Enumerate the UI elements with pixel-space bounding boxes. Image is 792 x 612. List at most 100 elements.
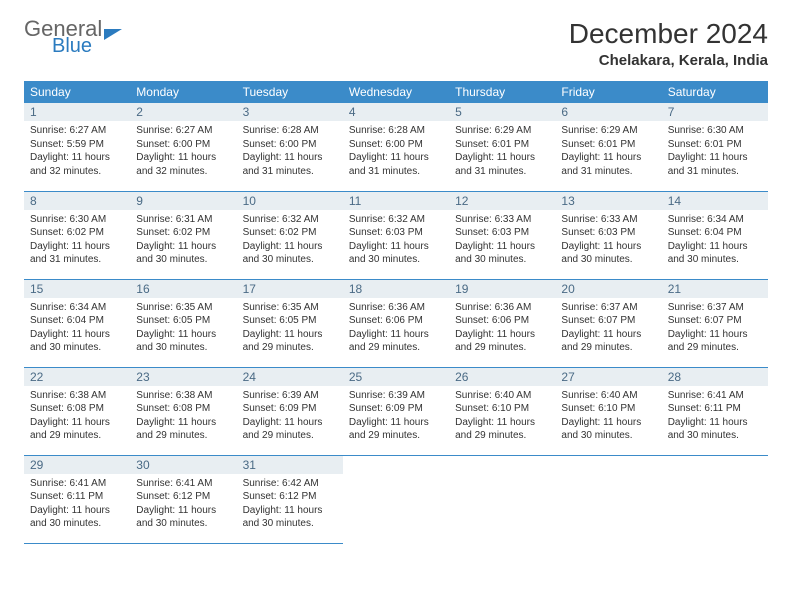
calendar-day-cell: .. bbox=[343, 455, 449, 543]
calendar-day-cell: 9Sunrise: 6:31 AMSunset: 6:02 PMDaylight… bbox=[130, 191, 236, 279]
day-number: 17 bbox=[237, 280, 343, 298]
day-number: 10 bbox=[237, 192, 343, 210]
day-details: Sunrise: 6:34 AMSunset: 6:04 PMDaylight:… bbox=[662, 210, 768, 273]
day-details: Sunrise: 6:36 AMSunset: 6:06 PMDaylight:… bbox=[343, 298, 449, 361]
calendar-day-cell: 25Sunrise: 6:39 AMSunset: 6:09 PMDayligh… bbox=[343, 367, 449, 455]
day-number: 23 bbox=[130, 368, 236, 386]
calendar-day-cell: 8Sunrise: 6:30 AMSunset: 6:02 PMDaylight… bbox=[24, 191, 130, 279]
day-number: 9 bbox=[130, 192, 236, 210]
day-details: Sunrise: 6:28 AMSunset: 6:00 PMDaylight:… bbox=[343, 121, 449, 184]
weekday-header: Sunday bbox=[24, 81, 130, 103]
day-number: 16 bbox=[130, 280, 236, 298]
calendar-day-cell: 27Sunrise: 6:40 AMSunset: 6:10 PMDayligh… bbox=[555, 367, 661, 455]
weekday-header: Tuesday bbox=[237, 81, 343, 103]
day-details: Sunrise: 6:36 AMSunset: 6:06 PMDaylight:… bbox=[449, 298, 555, 361]
day-number: 21 bbox=[662, 280, 768, 298]
day-number: 18 bbox=[343, 280, 449, 298]
weekday-header: Friday bbox=[555, 81, 661, 103]
day-number: 13 bbox=[555, 192, 661, 210]
calendar-day-cell: 18Sunrise: 6:36 AMSunset: 6:06 PMDayligh… bbox=[343, 279, 449, 367]
location-label: Chelakara, Kerala, India bbox=[569, 52, 768, 69]
calendar-week-row: 8Sunrise: 6:30 AMSunset: 6:02 PMDaylight… bbox=[24, 191, 768, 279]
calendar-day-cell: 6Sunrise: 6:29 AMSunset: 6:01 PMDaylight… bbox=[555, 103, 661, 191]
day-details: Sunrise: 6:37 AMSunset: 6:07 PMDaylight:… bbox=[662, 298, 768, 361]
day-number: 4 bbox=[343, 103, 449, 121]
day-details: Sunrise: 6:33 AMSunset: 6:03 PMDaylight:… bbox=[555, 210, 661, 273]
day-number: 22 bbox=[24, 368, 130, 386]
calendar-day-cell: 4Sunrise: 6:28 AMSunset: 6:00 PMDaylight… bbox=[343, 103, 449, 191]
day-details: Sunrise: 6:38 AMSunset: 6:08 PMDaylight:… bbox=[24, 386, 130, 449]
day-details: Sunrise: 6:35 AMSunset: 6:05 PMDaylight:… bbox=[130, 298, 236, 361]
day-number: 7 bbox=[662, 103, 768, 121]
day-details: Sunrise: 6:42 AMSunset: 6:12 PMDaylight:… bbox=[237, 474, 343, 537]
day-details: Sunrise: 6:41 AMSunset: 6:11 PMDaylight:… bbox=[662, 386, 768, 449]
title-block: December 2024 Chelakara, Kerala, India bbox=[569, 18, 768, 69]
day-number: 3 bbox=[237, 103, 343, 121]
weekday-header: Thursday bbox=[449, 81, 555, 103]
day-number: 19 bbox=[449, 280, 555, 298]
calendar-day-cell: 15Sunrise: 6:34 AMSunset: 6:04 PMDayligh… bbox=[24, 279, 130, 367]
calendar-day-cell: 3Sunrise: 6:28 AMSunset: 6:00 PMDaylight… bbox=[237, 103, 343, 191]
day-details: Sunrise: 6:31 AMSunset: 6:02 PMDaylight:… bbox=[130, 210, 236, 273]
day-number: 1 bbox=[24, 103, 130, 121]
calendar-table: Sunday Monday Tuesday Wednesday Thursday… bbox=[24, 81, 768, 544]
day-details: Sunrise: 6:29 AMSunset: 6:01 PMDaylight:… bbox=[555, 121, 661, 184]
day-details: Sunrise: 6:39 AMSunset: 6:09 PMDaylight:… bbox=[343, 386, 449, 449]
day-details: Sunrise: 6:29 AMSunset: 6:01 PMDaylight:… bbox=[449, 121, 555, 184]
calendar-body: 1Sunrise: 6:27 AMSunset: 5:59 PMDaylight… bbox=[24, 103, 768, 543]
calendar-day-cell: 24Sunrise: 6:39 AMSunset: 6:09 PMDayligh… bbox=[237, 367, 343, 455]
calendar-day-cell: 26Sunrise: 6:40 AMSunset: 6:10 PMDayligh… bbox=[449, 367, 555, 455]
calendar-day-cell: 14Sunrise: 6:34 AMSunset: 6:04 PMDayligh… bbox=[662, 191, 768, 279]
day-details: Sunrise: 6:27 AMSunset: 5:59 PMDaylight:… bbox=[24, 121, 130, 184]
day-number: 8 bbox=[24, 192, 130, 210]
day-number: 14 bbox=[662, 192, 768, 210]
day-details: Sunrise: 6:35 AMSunset: 6:05 PMDaylight:… bbox=[237, 298, 343, 361]
calendar-day-cell: 29Sunrise: 6:41 AMSunset: 6:11 PMDayligh… bbox=[24, 455, 130, 543]
calendar-day-cell: 17Sunrise: 6:35 AMSunset: 6:05 PMDayligh… bbox=[237, 279, 343, 367]
calendar-day-cell: 21Sunrise: 6:37 AMSunset: 6:07 PMDayligh… bbox=[662, 279, 768, 367]
day-number: 26 bbox=[449, 368, 555, 386]
calendar-week-row: 15Sunrise: 6:34 AMSunset: 6:04 PMDayligh… bbox=[24, 279, 768, 367]
day-details: Sunrise: 6:27 AMSunset: 6:00 PMDaylight:… bbox=[130, 121, 236, 184]
day-details: Sunrise: 6:33 AMSunset: 6:03 PMDaylight:… bbox=[449, 210, 555, 273]
calendar-week-row: 29Sunrise: 6:41 AMSunset: 6:11 PMDayligh… bbox=[24, 455, 768, 543]
day-details: Sunrise: 6:32 AMSunset: 6:02 PMDaylight:… bbox=[237, 210, 343, 273]
day-details: Sunrise: 6:41 AMSunset: 6:12 PMDaylight:… bbox=[130, 474, 236, 537]
calendar-day-cell: 2Sunrise: 6:27 AMSunset: 6:00 PMDaylight… bbox=[130, 103, 236, 191]
calendar-day-cell: 11Sunrise: 6:32 AMSunset: 6:03 PMDayligh… bbox=[343, 191, 449, 279]
day-details: Sunrise: 6:30 AMSunset: 6:02 PMDaylight:… bbox=[24, 210, 130, 273]
calendar-day-cell: 1Sunrise: 6:27 AMSunset: 5:59 PMDaylight… bbox=[24, 103, 130, 191]
day-number: 5 bbox=[449, 103, 555, 121]
calendar-day-cell: 23Sunrise: 6:38 AMSunset: 6:08 PMDayligh… bbox=[130, 367, 236, 455]
day-details: Sunrise: 6:34 AMSunset: 6:04 PMDaylight:… bbox=[24, 298, 130, 361]
day-details: Sunrise: 6:30 AMSunset: 6:01 PMDaylight:… bbox=[662, 121, 768, 184]
calendar-day-cell: 31Sunrise: 6:42 AMSunset: 6:12 PMDayligh… bbox=[237, 455, 343, 543]
day-details: Sunrise: 6:39 AMSunset: 6:09 PMDaylight:… bbox=[237, 386, 343, 449]
calendar-day-cell: .. bbox=[662, 455, 768, 543]
day-details: Sunrise: 6:28 AMSunset: 6:00 PMDaylight:… bbox=[237, 121, 343, 184]
calendar-day-cell: 12Sunrise: 6:33 AMSunset: 6:03 PMDayligh… bbox=[449, 191, 555, 279]
calendar-day-cell: 28Sunrise: 6:41 AMSunset: 6:11 PMDayligh… bbox=[662, 367, 768, 455]
brand-word-2: Blue bbox=[52, 36, 122, 56]
calendar-day-cell: 16Sunrise: 6:35 AMSunset: 6:05 PMDayligh… bbox=[130, 279, 236, 367]
day-details: Sunrise: 6:32 AMSunset: 6:03 PMDaylight:… bbox=[343, 210, 449, 273]
day-number: 15 bbox=[24, 280, 130, 298]
calendar-day-cell: .. bbox=[449, 455, 555, 543]
weekday-header: Monday bbox=[130, 81, 236, 103]
calendar-day-cell: .. bbox=[555, 455, 661, 543]
calendar-day-cell: 13Sunrise: 6:33 AMSunset: 6:03 PMDayligh… bbox=[555, 191, 661, 279]
calendar-day-cell: 7Sunrise: 6:30 AMSunset: 6:01 PMDaylight… bbox=[662, 103, 768, 191]
day-number: 2 bbox=[130, 103, 236, 121]
day-number: 30 bbox=[130, 456, 236, 474]
calendar-day-cell: 30Sunrise: 6:41 AMSunset: 6:12 PMDayligh… bbox=[130, 455, 236, 543]
day-number: 24 bbox=[237, 368, 343, 386]
weekday-header: Wednesday bbox=[343, 81, 449, 103]
day-number: 27 bbox=[555, 368, 661, 386]
day-number: 25 bbox=[343, 368, 449, 386]
day-number: 12 bbox=[449, 192, 555, 210]
day-details: Sunrise: 6:40 AMSunset: 6:10 PMDaylight:… bbox=[449, 386, 555, 449]
day-number: 29 bbox=[24, 456, 130, 474]
calendar-day-cell: 22Sunrise: 6:38 AMSunset: 6:08 PMDayligh… bbox=[24, 367, 130, 455]
month-title: December 2024 bbox=[569, 18, 768, 50]
day-number: 11 bbox=[343, 192, 449, 210]
